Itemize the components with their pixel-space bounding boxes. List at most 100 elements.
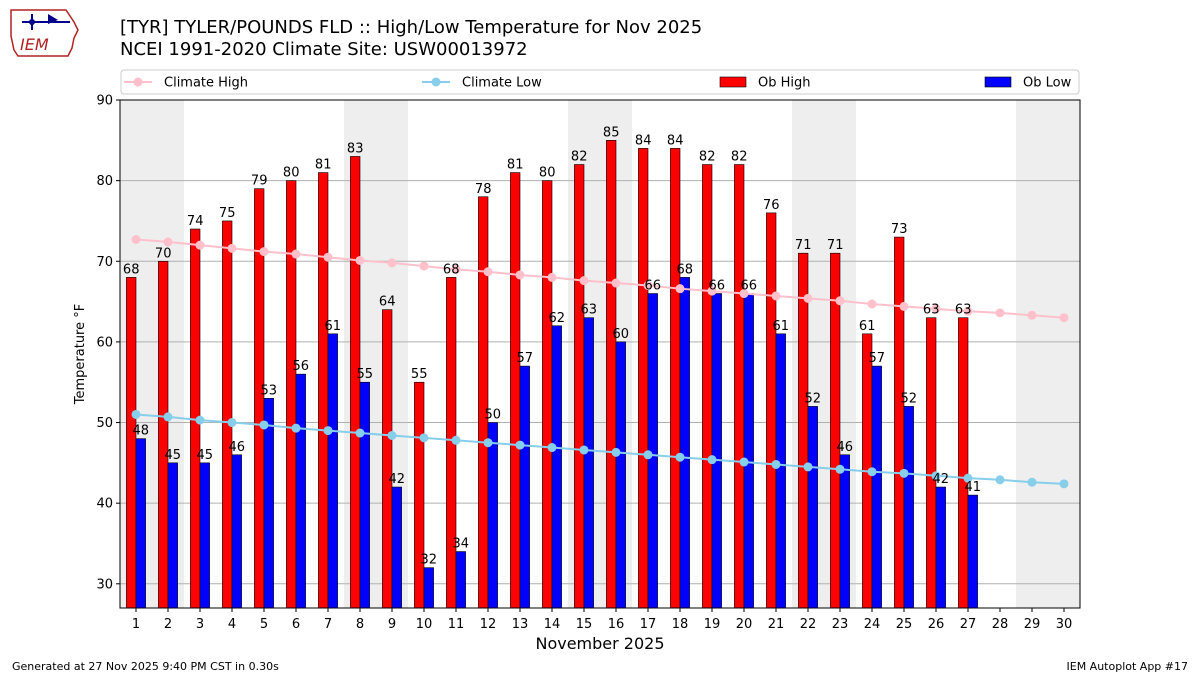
x-tick-label: 29 (1024, 617, 1041, 632)
ob-low-bar (263, 398, 274, 609)
x-tick-label: 5 (260, 617, 268, 632)
ob-low-bar (359, 381, 370, 609)
climate-low-point (579, 445, 589, 455)
x-tick-label: 11 (448, 617, 465, 632)
climate-high-point (995, 308, 1005, 318)
x-tick-label: 30 (1056, 617, 1073, 632)
ob-high-label: 68 (123, 262, 140, 277)
climate-low-point (995, 475, 1005, 485)
x-tick-label: 3 (196, 617, 204, 632)
ob-high-label: 70 (155, 246, 172, 261)
x-tick-label: 26 (928, 617, 945, 632)
ob-low-label: 66 (741, 279, 758, 294)
climate-low-point (355, 428, 365, 438)
climate-high-point (451, 264, 461, 274)
ob-high-bar (702, 164, 713, 609)
ob-low-label: 45 (165, 448, 182, 463)
climate-high-point (323, 252, 333, 262)
ob-high-label: 71 (827, 238, 844, 253)
climate-high-point (259, 247, 269, 257)
climate-high-point (419, 261, 429, 271)
ob-low-bar (487, 422, 498, 609)
climate-low-point (387, 430, 397, 440)
ob-high-bar (606, 140, 617, 609)
ob-low-bar (583, 317, 594, 609)
climate-low-point (675, 452, 685, 462)
climate-high-point (291, 249, 301, 259)
y-tick-label: 50 (96, 416, 113, 431)
ob-low-bar (743, 293, 754, 609)
climate-low-point (611, 447, 621, 457)
climate-high-point (515, 270, 525, 280)
ob-low-bar (839, 454, 850, 609)
climate-low-point (899, 468, 909, 478)
ob-low-bar (455, 551, 466, 609)
climate-low-point (1059, 479, 1069, 489)
ob-high-label: 78 (475, 182, 492, 197)
ob-high-label: 81 (507, 158, 524, 173)
legend-ob-low-swatch (984, 76, 1012, 88)
climate-high-point (963, 306, 973, 316)
ob-high-label: 84 (667, 133, 684, 148)
climate-low-point (835, 464, 845, 474)
ob-low-label: 32 (421, 553, 438, 568)
ob-high-label: 80 (283, 166, 300, 181)
ob-high-bar (894, 236, 905, 609)
climate-low-point (963, 473, 973, 483)
climate-low-point (547, 443, 557, 453)
climate-high-point (899, 301, 909, 311)
climate-low-point (483, 438, 493, 448)
climate-low-point (131, 409, 141, 419)
climate-low-point (451, 435, 461, 445)
ob-high-bar (542, 180, 553, 609)
ob-low-label: 48 (133, 424, 150, 439)
climate-lines (131, 234, 1069, 489)
climate-high-point (1059, 313, 1069, 323)
chart-title: [TYR] TYLER/POUNDS FLD :: High/Low Tempe… (120, 17, 702, 61)
ob-high-label: 63 (955, 303, 972, 318)
ob-low-bar (615, 341, 626, 609)
ob-high-label: 68 (443, 262, 460, 277)
ob-high-bar (734, 164, 745, 609)
climate-low-point (803, 462, 813, 472)
app-credit: IEM Autoplot App #17 (1066, 660, 1189, 673)
x-axis-label: November 2025 (535, 634, 664, 653)
ob-high-bar (158, 260, 169, 609)
x-tick-label: 17 (640, 617, 657, 632)
x-tick-label: 28 (992, 617, 1009, 632)
climate-high-point (483, 267, 493, 277)
climate-high-point (611, 278, 621, 288)
climate-high-point (803, 293, 813, 303)
climate-low-point (867, 467, 877, 477)
x-tick-label: 12 (480, 617, 497, 632)
y-tick-label: 70 (96, 255, 113, 270)
ob-low-label: 57 (517, 351, 534, 366)
ob-low-label: 52 (805, 391, 822, 406)
ob-high-bar (414, 381, 425, 609)
ob-high-bar (574, 164, 585, 609)
ob-high-label: 73 (891, 222, 908, 237)
climate-high-point (227, 243, 237, 253)
ob-high-label: 84 (635, 133, 652, 148)
x-tick-label: 25 (896, 617, 913, 632)
climate-low-point (643, 450, 653, 460)
x-tick-label: 7 (324, 617, 332, 632)
ob-high-label: 83 (347, 141, 364, 156)
y-tick-label: 60 (96, 335, 113, 350)
gridlines (120, 180, 1080, 585)
ob-low-bar (519, 365, 530, 609)
x-tick-label: 16 (608, 617, 625, 632)
logo-text: IEM (20, 35, 49, 54)
legend-climate-low-marker (431, 77, 441, 87)
x-tick-label: 22 (800, 617, 817, 632)
ob-low-label: 66 (645, 279, 662, 294)
ob-low-label: 61 (325, 319, 342, 334)
ob-low-bar (935, 486, 946, 609)
x-tick-label: 4 (228, 617, 236, 632)
climate-high-line (135, 238, 1065, 319)
y-axis-label: Temperature °F (73, 304, 88, 405)
legend-climate-high-marker (133, 77, 143, 87)
climate-low-point (515, 440, 525, 450)
ob-low-bar (903, 406, 914, 609)
